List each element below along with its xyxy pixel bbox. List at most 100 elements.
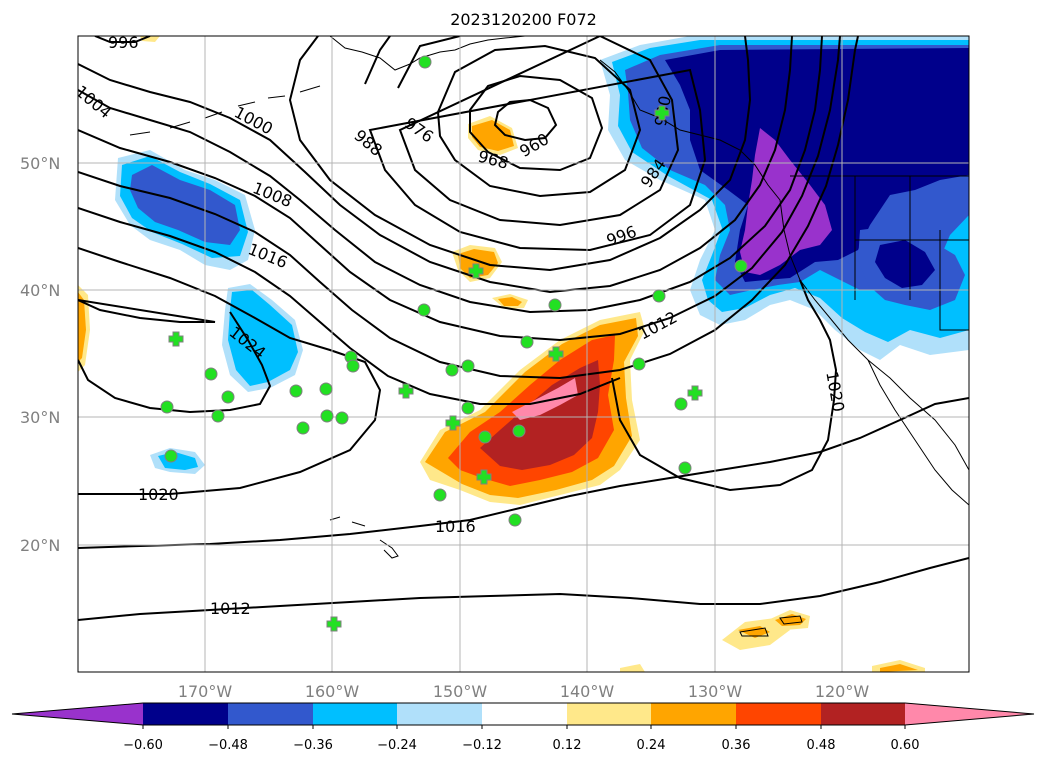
obs-circle-marker [461, 401, 475, 415]
colorbar-tick-label: −0.12 [462, 738, 502, 753]
border-states [854, 176, 969, 331]
obs-circle-marker [433, 488, 447, 502]
isobar-1012-south [78, 557, 969, 621]
colorbar-tick-labels: −0.60 −0.48 −0.36 −0.24 −0.12 0.12 0.24 … [123, 738, 919, 753]
obs-circle-marker [632, 357, 646, 371]
obs-circle-marker [418, 55, 432, 69]
obs-circle-marker [652, 289, 666, 303]
isobar-996-top [94, 36, 151, 43]
isobar-label: 996 [604, 222, 639, 250]
colorbar-tick-label: 0.48 [807, 738, 836, 753]
obs-circle-marker [335, 411, 349, 425]
lon-tick-label: 140°W [560, 682, 615, 701]
shade-gulf-orange-inner [472, 120, 514, 151]
obs-plus-marker [476, 469, 492, 485]
colorbar-swatch [482, 703, 567, 725]
colorbar-swatch [143, 703, 228, 725]
colorbar-swatch [313, 703, 397, 725]
shade-bottom-2-inner [880, 664, 918, 672]
obs-circle-marker [346, 359, 360, 373]
isobar-1004 [78, 36, 823, 314]
colorbar-swatch [228, 703, 313, 725]
colorbar-swatch [651, 703, 736, 725]
map-area: 996 1004 1000 988 976 968 960 980 984 10… [78, 33, 969, 672]
colorbar-tick-label: 0.60 [891, 738, 920, 753]
isobar-label: 1020 [138, 485, 179, 504]
obs-plus-marker [326, 616, 342, 632]
obs-plus-marker [548, 346, 564, 362]
longitude-axis: 170°W 160°W 150°W 140°W 130°W 120°W [178, 682, 870, 701]
colorbar-tick-label: −0.24 [377, 738, 417, 753]
obs-circle-marker [320, 409, 334, 423]
obs-circle-marker [461, 359, 475, 373]
colorbar-tick-label: −0.48 [208, 738, 248, 753]
lat-tick-label: 40°N [20, 281, 60, 300]
graticule [78, 36, 969, 672]
isobar-label: 996 [108, 33, 139, 52]
colorbar-swatch [397, 703, 482, 725]
obs-circle-marker [508, 513, 522, 527]
isobar-label: 1012 [210, 599, 251, 618]
lon-tick-label: 150°W [433, 682, 488, 701]
isobar-label: 960 [516, 129, 552, 161]
obs-circle-marker [548, 298, 562, 312]
isobar-1016-south [78, 397, 969, 549]
obs-plus-marker [168, 331, 184, 347]
observation-markers [160, 55, 748, 632]
obs-circle-marker [204, 367, 218, 381]
coast-se-islands [739, 615, 803, 637]
obs-circle-marker [512, 424, 526, 438]
shade-mid-cyan-inner [228, 290, 298, 386]
colorbar-tick-label: 0.36 [722, 738, 751, 753]
isobar-968 [469, 74, 604, 172]
isobar-996 [288, 36, 752, 272]
shade-east-inland-navy [875, 240, 935, 288]
shade-nw-royal-lobe [130, 165, 240, 245]
shade-east-navy [665, 48, 969, 282]
colorbar-tick-label: −0.60 [123, 738, 163, 753]
colorbar-swatch [821, 703, 905, 725]
isobar-976 [436, 44, 642, 198]
isobar-1012 [78, 36, 859, 380]
obs-circle-marker [445, 363, 459, 377]
obs-circle-marker [417, 303, 431, 317]
colorbar-swatch [905, 703, 1034, 725]
isobar-label: 1016 [435, 517, 476, 536]
colorbar-swatch [736, 703, 821, 725]
lon-tick-label: 130°W [688, 682, 743, 701]
colorbar-tick-label: −0.36 [293, 738, 333, 753]
obs-circle-marker [678, 461, 692, 475]
isobar-label: 1012 [635, 308, 680, 344]
obs-circle-marker [160, 400, 174, 414]
colorbar-swatch [12, 703, 143, 725]
positive-anomaly-regions [78, 36, 925, 672]
colorbar: −0.60 −0.48 −0.36 −0.24 −0.12 0.12 0.24 … [11, 702, 1035, 753]
lat-tick-label: 50°N [20, 154, 60, 173]
obs-circle-marker [674, 397, 688, 411]
colorbar-swatch [567, 703, 651, 725]
isobar-1020-east [611, 279, 838, 492]
obs-plus-marker [445, 415, 461, 431]
latitude-axis: 50°N 40°N 30°N 20°N [20, 154, 60, 555]
lat-tick-label: 20°N [20, 536, 60, 555]
shade-west-edge-inner [78, 292, 86, 362]
obs-circle-marker [296, 421, 310, 435]
isobar-1000 [78, 36, 793, 294]
obs-plus-marker [687, 385, 703, 401]
obs-circle-marker [289, 384, 303, 398]
obs-plus-marker [654, 105, 670, 121]
isobar-1024 [78, 299, 272, 414]
shade-plume-pink [512, 378, 578, 420]
shade-east-purple [740, 128, 832, 275]
colorbar-tick-label: 0.24 [637, 738, 666, 753]
shade-se-1-inner [738, 626, 770, 638]
lon-tick-label: 160°W [305, 682, 360, 701]
coast-hawaii [329, 516, 399, 559]
isobar-label: 988 [350, 126, 386, 160]
obs-circle-marker [734, 259, 748, 273]
isobar-960 [493, 98, 558, 142]
isobar-label: 1020 [822, 370, 848, 413]
map-frame [77, 35, 970, 673]
lat-tick-label: 30°N [20, 408, 60, 427]
lon-tick-label: 170°W [178, 682, 233, 701]
